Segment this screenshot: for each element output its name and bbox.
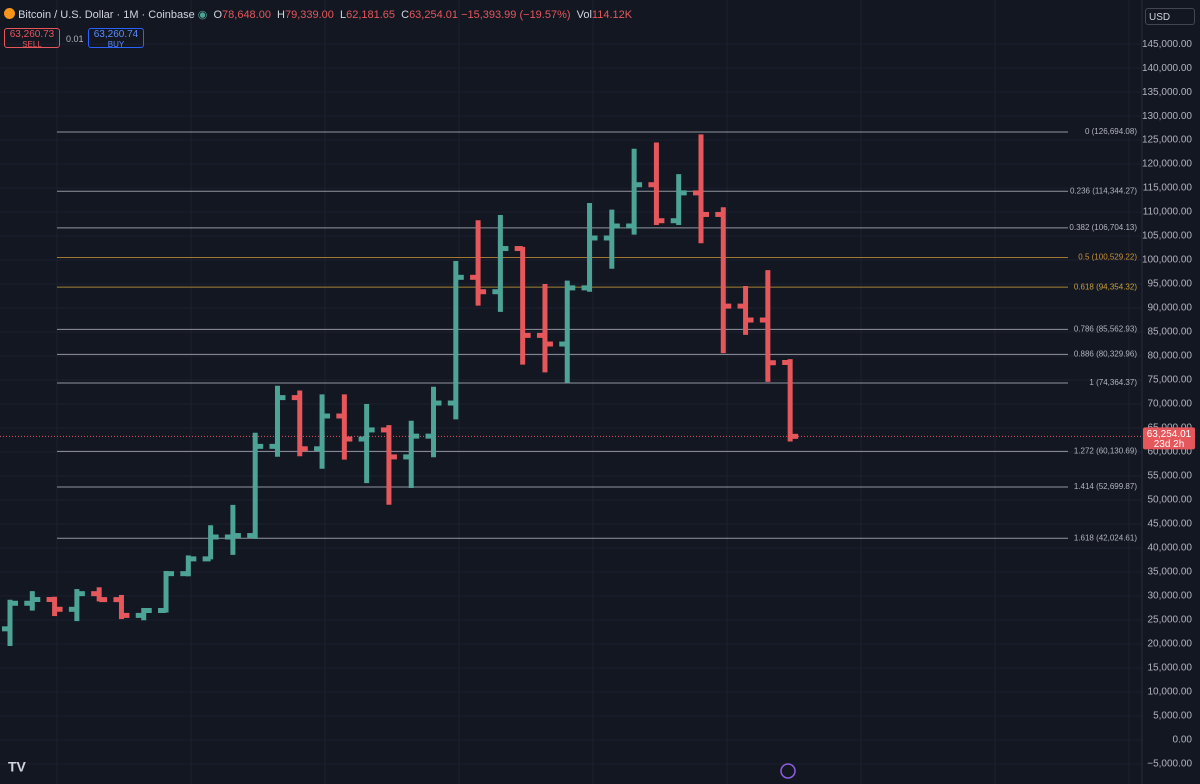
y-tick-label: 40,000.00 (1148, 543, 1193, 554)
assistant-icon[interactable] (780, 763, 796, 779)
price-tag (1143, 427, 1195, 450)
o-label: O (213, 9, 223, 21)
buy-button[interactable]: 63,260.74 BUY (88, 28, 144, 49)
open: 78,648.00 (222, 9, 271, 21)
y-tick-label: 135,000.00 (1142, 87, 1192, 98)
fib-label: 1.618 (42,024.61) (1074, 533, 1137, 542)
buy-price: 63,260.74 (93, 29, 139, 40)
y-tick-label: −5,000.00 (1147, 758, 1192, 769)
sell-price: 63,260.73 (9, 29, 55, 40)
volume: 114.12K (591, 9, 633, 21)
y-tick-label: 70,000.00 (1148, 399, 1193, 410)
high: 79,339.00 (284, 9, 334, 21)
fib-label: 0.5 (100,529.22) (1078, 253, 1137, 262)
y-tick-label: 15,000.00 (1148, 663, 1193, 674)
y-tick-label: 145,000.00 (1142, 39, 1192, 50)
currency-select[interactable]: USD (1145, 8, 1195, 25)
y-tick-label: 80,000.00 (1148, 351, 1193, 362)
status-dot: ◉ (197, 9, 208, 21)
fib-label: 1.414 (52,699.87) (1074, 482, 1137, 491)
c-label: C (401, 9, 410, 21)
close: 63,254.01 (409, 9, 458, 21)
fib-label: 0.786 (85,562.93) (1074, 324, 1137, 333)
spread: 0.01 (66, 34, 84, 44)
fib-label: 1 (74,364.37) (1089, 378, 1137, 387)
y-tick-label: 30,000.00 (1148, 591, 1193, 602)
y-tick-label: 115,000.00 (1143, 183, 1193, 194)
currency: USD (1149, 12, 1171, 23)
fib-label: 0.618 (94,354.32) (1074, 282, 1137, 291)
y-tick-label: 75,000.00 (1148, 375, 1193, 386)
price-tag-value: 63,254.01 (1147, 429, 1192, 440)
y-tick-label: 25,000.00 (1148, 615, 1193, 626)
l-label: L (339, 9, 347, 21)
price-axis-bg (1142, 0, 1200, 784)
change: −15,393.99 (−19.57%) (461, 9, 571, 21)
buy-label: BUY (107, 40, 125, 49)
y-tick-label: 130,000.00 (1142, 111, 1192, 122)
y-tick-label: 95,000.00 (1148, 279, 1193, 290)
y-tick-label: 125,000.00 (1142, 135, 1192, 146)
y-tick-label: 110,000.00 (1143, 207, 1193, 218)
fib-label: 0.382 (106,704.13) (1069, 223, 1137, 232)
fib-label: 1.272 (60,130.69) (1074, 446, 1137, 455)
y-tick-label: 140,000.00 (1142, 63, 1192, 74)
y-tick-label: 120,000.00 (1142, 159, 1192, 170)
y-tick-label: 10,000.00 (1148, 687, 1193, 698)
y-tick-label: 85,000.00 (1148, 327, 1193, 338)
header: Bitcoin / U.S. Dollar · 1M · Coinbase ◉ … (4, 8, 632, 21)
price-tag-countdown: 23d 2h (1154, 439, 1185, 450)
y-tick-label: 55,000.00 (1148, 471, 1193, 482)
sell-button[interactable]: 63,260.73 SELL (4, 28, 60, 49)
low: 62,181.65 (346, 9, 396, 21)
coin-icon (4, 8, 15, 19)
y-tick-label: 105,000.00 (1142, 231, 1192, 242)
symbol: Bitcoin / U.S. Dollar · 1M · Coinbase (18, 9, 195, 21)
h-label: H (277, 9, 285, 21)
y-tick-label: 5,000.00 (1153, 711, 1192, 722)
y-tick-label: 100,000.00 (1142, 255, 1192, 266)
fib-label: 0 (126,694.08) (1085, 127, 1137, 136)
fib-label: 0.236 (114,344.27) (1070, 186, 1137, 195)
y-tick-label: 20,000.00 (1148, 639, 1193, 650)
y-tick-label: 35,000.00 (1148, 567, 1193, 578)
y-tick-label: 90,000.00 (1148, 303, 1193, 314)
logo[interactable]: TV (8, 759, 27, 775)
fib-label: 0.886 (80,329.96) (1074, 350, 1137, 359)
vol-label: Vol (576, 9, 592, 21)
y-tick-label: 0.00 (1173, 734, 1193, 745)
y-tick-label: 45,000.00 (1148, 519, 1193, 530)
sell-label: SELL (22, 40, 42, 49)
y-tick-label: 60,000.00 (1148, 447, 1193, 458)
y-tick-label: 50,000.00 (1148, 495, 1193, 506)
